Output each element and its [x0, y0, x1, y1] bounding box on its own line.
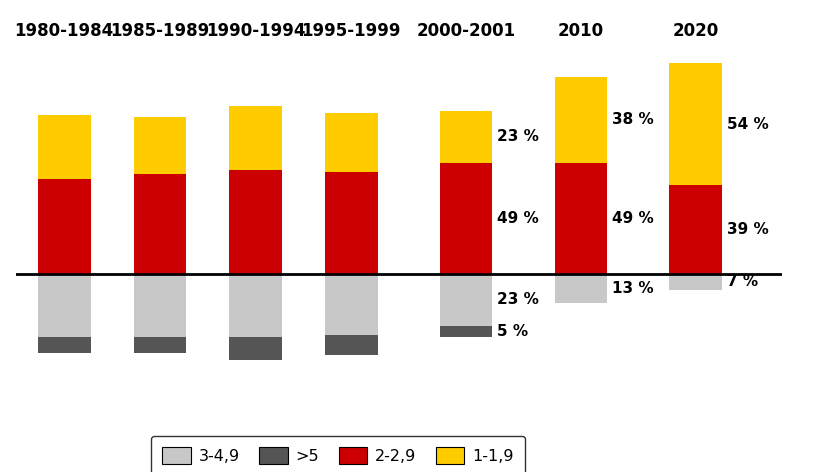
Text: 38 %: 38 %: [612, 112, 653, 127]
Bar: [555, 163, 607, 274]
Text: 1995-1999: 1995-1999: [301, 22, 401, 41]
Text: 2010: 2010: [558, 22, 604, 41]
Bar: [38, 115, 91, 178]
Bar: [669, 63, 722, 185]
Bar: [230, 106, 282, 169]
Bar: [439, 274, 492, 326]
Bar: [325, 335, 378, 355]
Bar: [133, 174, 186, 274]
Text: 5 %: 5 %: [497, 324, 528, 339]
Bar: [439, 326, 492, 337]
Legend: 3-4,9, >5, 2-2,9, 1-1,9: 3-4,9, >5, 2-2,9, 1-1,9: [151, 436, 525, 472]
Bar: [439, 110, 492, 163]
Bar: [133, 274, 186, 337]
Bar: [325, 274, 378, 335]
Bar: [133, 118, 186, 174]
Text: 7 %: 7 %: [727, 274, 758, 289]
Bar: [133, 337, 186, 353]
Bar: [439, 163, 492, 274]
Text: 2000-2001: 2000-2001: [416, 22, 516, 41]
Bar: [555, 76, 607, 163]
Text: 13 %: 13 %: [612, 281, 653, 296]
Bar: [38, 178, 91, 274]
Text: 49 %: 49 %: [612, 211, 653, 226]
Bar: [38, 337, 91, 353]
Text: 1980-1984: 1980-1984: [15, 22, 114, 41]
Text: 1990-1994: 1990-1994: [206, 22, 305, 41]
Text: 54 %: 54 %: [727, 117, 769, 132]
Text: 2020: 2020: [672, 22, 718, 41]
Bar: [38, 274, 91, 337]
Bar: [325, 113, 378, 172]
Bar: [555, 274, 607, 303]
Bar: [230, 337, 282, 360]
Bar: [669, 185, 722, 274]
Text: 1985-1989: 1985-1989: [110, 22, 210, 41]
Bar: [669, 274, 722, 290]
Text: 49 %: 49 %: [497, 211, 539, 226]
Bar: [230, 169, 282, 274]
Text: 39 %: 39 %: [727, 222, 769, 237]
Bar: [325, 172, 378, 274]
Text: 23 %: 23 %: [497, 129, 539, 144]
Bar: [230, 274, 282, 337]
Text: 23 %: 23 %: [497, 292, 539, 307]
